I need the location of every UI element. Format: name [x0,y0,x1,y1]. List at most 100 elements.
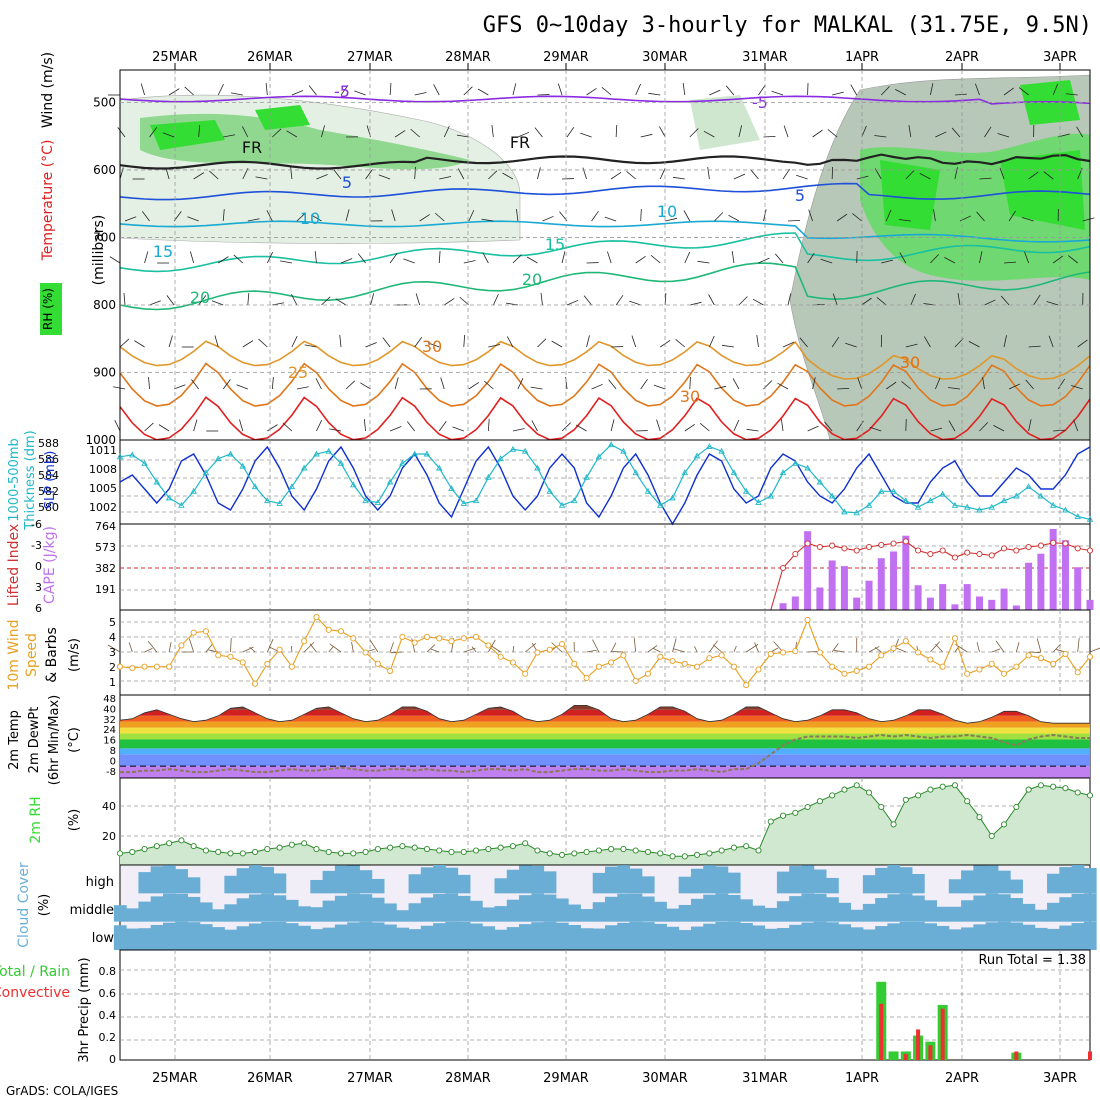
cloud-cell [568,904,581,922]
wind-barb-10m [490,645,501,653]
cloud-cell [740,899,753,922]
wind-barb [144,422,154,432]
wind-barb [752,298,764,306]
wind-barb [1028,345,1041,348]
wind-barb [721,344,734,348]
wind-barb [635,255,646,264]
cloud-cell [519,865,532,894]
wind-barb [837,387,850,390]
cloud-cell [715,866,729,894]
wind-barb [365,342,377,348]
cloud-cell [273,921,287,950]
wind-barb [394,377,399,390]
wind-barb [954,167,958,180]
cloud-cell [175,869,189,894]
wind-barb [874,135,887,138]
wind-barb [296,386,309,390]
wind-barb [310,214,322,222]
cloud-cell [224,875,238,894]
wind-barb-10m [389,642,394,653]
rh-marker [129,848,136,856]
wind-speed-marker [423,633,431,640]
wind-barb-10m [709,640,718,653]
wind-speed-marker [313,614,320,621]
thickness-marker [1062,506,1069,513]
rh-marker [829,792,836,799]
thickness-marker [534,464,541,471]
wind-label-4: (m/s) [67,638,82,672]
wind-barb [433,84,440,96]
wind-barb-10m [672,638,677,653]
cloud-cell [445,867,459,894]
temperature-contour [120,262,1090,311]
rh-marker [166,840,173,847]
cloud-cell [641,876,655,894]
cloud-cell [347,922,360,950]
cloud-cell [862,875,876,894]
contour-label: 30 [422,337,442,356]
temp-tick: 48 [103,694,116,705]
wind-barb [482,252,489,264]
thickness-marker [927,497,934,504]
wind-barb [827,129,838,138]
cloud-cell [826,877,839,894]
wind-barb [512,254,522,264]
wind-speed-marker [902,638,909,645]
wind-speed-marker [951,635,958,642]
wind-barb [477,88,489,96]
lifted-index-marker [1025,543,1032,551]
wind-barb-10m [524,642,537,653]
wind-barb [537,167,541,180]
wind-barb [861,297,872,306]
wind-barb [1048,335,1054,348]
cloud-cell [383,903,397,922]
wind-barb [608,379,617,390]
cloud-cell [801,865,815,894]
thickness-marker [264,497,271,504]
wind-barb-10m [328,646,334,653]
wind-barb-10m [426,644,436,653]
wind-speed-marker [1025,652,1032,659]
cloud-cell [285,899,299,922]
wind-barb [982,377,985,390]
wind-barb-10m [754,642,759,653]
wind-barb [456,134,469,138]
cloud-cell [973,924,987,950]
cloud-cell [961,927,974,950]
cloud-cell [199,902,213,922]
cape-bar [926,597,934,610]
rh-marker [816,798,823,805]
wind-barb [354,90,366,96]
wind-barb [1008,210,1016,222]
wind-barb [895,89,907,96]
slp-tick: 1011 [89,444,117,457]
rh-marker [558,851,566,858]
thickness-marker [865,501,873,508]
wind-barb [1082,217,1095,222]
cape-bar [877,558,885,610]
cloud-cell [457,874,471,894]
wind-speed-marker [988,660,995,667]
cloud-cell [801,922,815,950]
rh-marker [841,786,848,793]
rh-marker [608,846,615,853]
cloud-cell [1010,922,1023,950]
wind-barb [580,132,592,138]
lifted-index-marker [1074,545,1081,552]
cape-tick: 191 [95,583,116,596]
cloud-cell [752,925,766,950]
wind-barb [124,216,137,222]
wind-barb [209,170,219,180]
wind-barb [1043,171,1054,180]
cloud-cell [936,925,950,950]
thickness-marker [497,455,504,462]
cloud-cell [641,896,655,922]
cloud-cell [175,921,189,950]
wind-barb [158,424,170,432]
wind-barb [672,176,685,180]
wind-barb [1046,301,1059,306]
wind-barb [780,419,784,432]
cloud-cell [764,928,778,950]
cloud-cell [224,904,238,922]
wind-barb [434,212,445,222]
